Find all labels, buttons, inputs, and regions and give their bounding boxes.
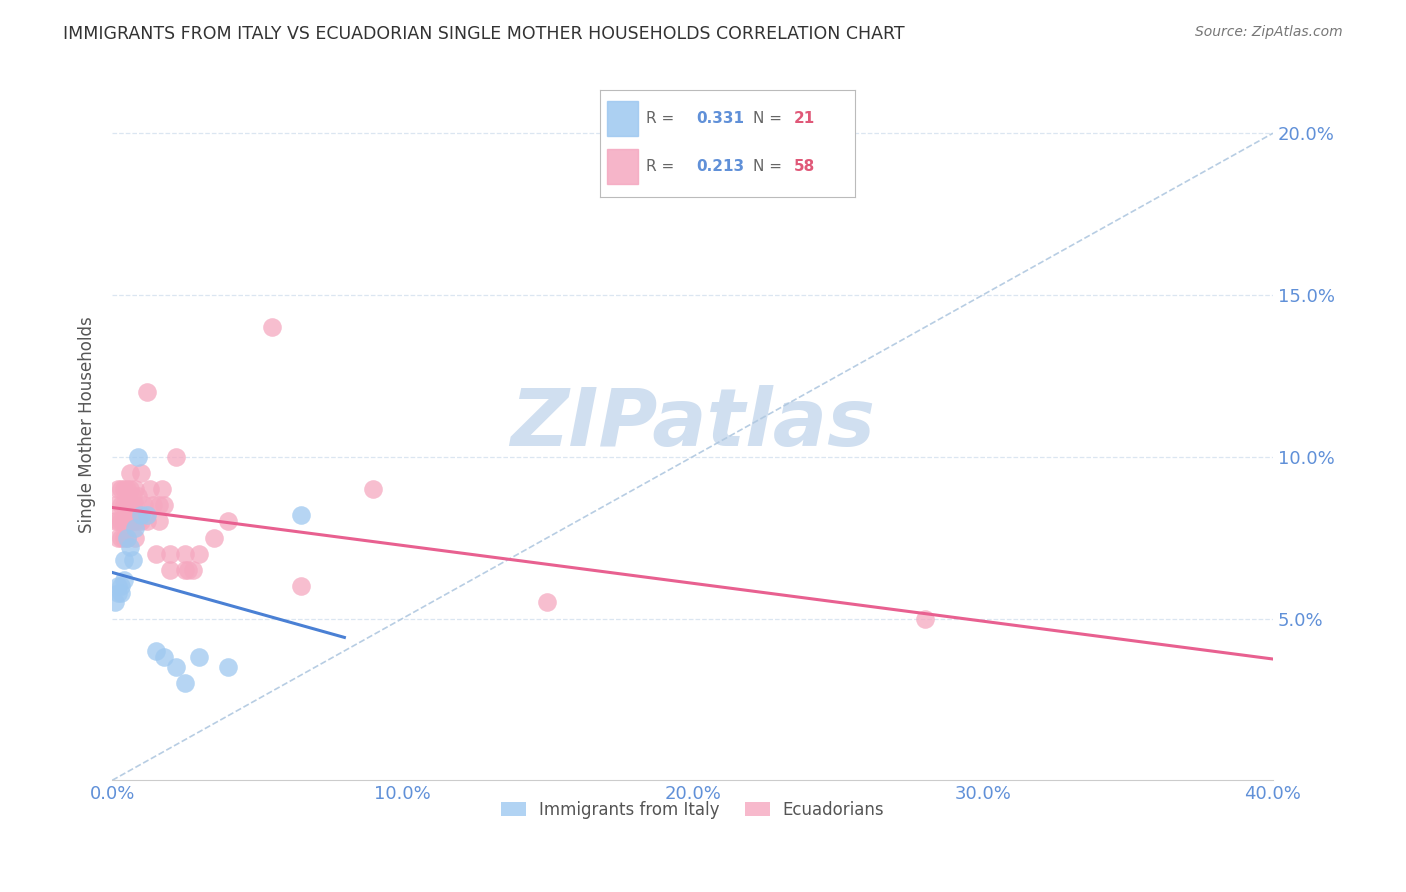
Point [112, 498, 135, 512]
Point [145, 644, 167, 658]
Point [127, 515, 149, 529]
Legend: Immigrants from Italy, Ecuadorians: Immigrants from Italy, Ecuadorians [494, 794, 891, 825]
Point [136, 515, 159, 529]
Point [107, 585, 129, 599]
Point [124, 515, 146, 529]
Point [127, 489, 149, 503]
Point [165, 450, 187, 464]
Point [202, 531, 225, 545]
Point [115, 498, 138, 512]
Point [124, 521, 146, 535]
Point [173, 563, 195, 577]
Point [115, 531, 138, 545]
Point [107, 515, 129, 529]
Point [124, 482, 146, 496]
Point [107, 482, 129, 496]
Point [121, 489, 143, 503]
Point [121, 498, 143, 512]
Point [153, 650, 176, 665]
Point [136, 385, 159, 400]
Point [914, 611, 936, 625]
Point [188, 547, 211, 561]
Point [142, 498, 165, 512]
Point [363, 482, 385, 496]
Point [127, 450, 149, 464]
Y-axis label: Single Mother Households: Single Mother Households [79, 316, 96, 533]
Point [104, 515, 127, 529]
Point [159, 563, 181, 577]
Point [118, 482, 141, 496]
Point [104, 595, 127, 609]
Point [217, 515, 239, 529]
Point [115, 531, 138, 545]
Point [115, 515, 138, 529]
Point [290, 508, 312, 522]
Text: ZIPatlas: ZIPatlas [510, 385, 875, 464]
Point [104, 498, 127, 512]
Point [165, 660, 187, 674]
Point [173, 676, 195, 690]
Point [148, 515, 170, 529]
Text: IMMIGRANTS FROM ITALY VS ECUADORIAN SINGLE MOTHER HOUSEHOLDS CORRELATION CHART: IMMIGRANTS FROM ITALY VS ECUADORIAN SING… [63, 25, 905, 43]
Point [110, 579, 132, 593]
Point [188, 650, 211, 665]
Point [112, 515, 135, 529]
Point [134, 498, 156, 512]
Point [112, 573, 135, 587]
Point [260, 320, 283, 334]
Point [150, 482, 173, 496]
Text: Source: ZipAtlas.com: Source: ZipAtlas.com [1195, 25, 1343, 39]
Point [112, 531, 135, 545]
Point [290, 579, 312, 593]
Point [124, 498, 146, 512]
Point [118, 498, 141, 512]
Point [115, 515, 138, 529]
Point [139, 482, 162, 496]
Point [110, 531, 132, 545]
Point [176, 563, 198, 577]
Point [110, 482, 132, 496]
Point [107, 579, 129, 593]
Point [118, 466, 141, 480]
Point [112, 553, 135, 567]
Point [115, 482, 138, 496]
Point [136, 508, 159, 522]
Point [124, 531, 146, 545]
Point [183, 563, 205, 577]
Point [173, 547, 195, 561]
Point [217, 660, 239, 674]
Point [148, 498, 170, 512]
Point [153, 498, 176, 512]
Point [110, 498, 132, 512]
Point [121, 553, 143, 567]
Point [121, 515, 143, 529]
Point [110, 585, 132, 599]
Point [159, 547, 181, 561]
Point [129, 466, 152, 480]
Point [107, 531, 129, 545]
Point [118, 515, 141, 529]
Point [129, 515, 152, 529]
Point [118, 541, 141, 555]
Point [145, 547, 167, 561]
Point [129, 508, 152, 522]
Point [112, 482, 135, 496]
Point [110, 515, 132, 529]
Point [536, 595, 558, 609]
